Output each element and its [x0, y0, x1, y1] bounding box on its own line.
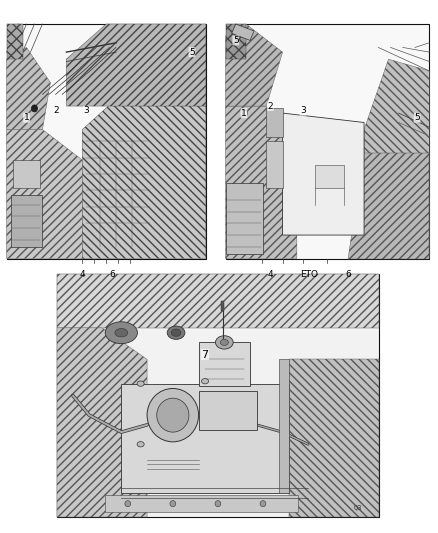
Polygon shape — [7, 130, 82, 259]
Text: 5: 5 — [189, 47, 195, 56]
Bar — [198, 391, 257, 430]
Bar — [57, 274, 379, 517]
Polygon shape — [364, 59, 429, 259]
Polygon shape — [82, 99, 206, 259]
Bar — [13, 160, 40, 188]
Text: 1: 1 — [241, 109, 247, 118]
Ellipse shape — [167, 326, 185, 340]
Text: 4: 4 — [79, 270, 85, 279]
Bar — [7, 24, 206, 259]
Ellipse shape — [32, 105, 38, 112]
Text: 2: 2 — [268, 102, 273, 110]
Text: 3: 3 — [83, 106, 89, 115]
Ellipse shape — [260, 500, 266, 507]
Polygon shape — [7, 47, 50, 130]
Bar — [226, 24, 429, 259]
Bar — [266, 141, 283, 188]
Ellipse shape — [170, 500, 176, 507]
Ellipse shape — [220, 340, 228, 345]
Text: 4: 4 — [268, 270, 273, 279]
Ellipse shape — [171, 329, 181, 336]
Bar — [105, 495, 298, 512]
Text: 1: 1 — [24, 114, 29, 122]
Ellipse shape — [147, 389, 198, 442]
Ellipse shape — [215, 336, 233, 349]
Polygon shape — [289, 359, 379, 517]
Polygon shape — [57, 328, 147, 517]
Polygon shape — [7, 24, 22, 59]
Polygon shape — [226, 24, 283, 106]
Polygon shape — [67, 24, 206, 106]
Text: Q3: Q3 — [354, 504, 362, 510]
Polygon shape — [283, 113, 364, 235]
Bar — [11, 195, 42, 247]
Bar — [226, 183, 263, 254]
Polygon shape — [57, 274, 379, 328]
Text: 5: 5 — [414, 114, 420, 122]
Bar — [315, 165, 344, 188]
Text: 2: 2 — [53, 106, 59, 115]
Text: 7: 7 — [201, 350, 208, 360]
Polygon shape — [348, 153, 429, 259]
Polygon shape — [226, 24, 246, 59]
Ellipse shape — [201, 378, 208, 384]
Bar — [198, 342, 250, 386]
Ellipse shape — [215, 500, 221, 507]
Ellipse shape — [157, 398, 189, 432]
Ellipse shape — [242, 110, 247, 116]
Text: 6: 6 — [345, 270, 351, 279]
Bar — [221, 301, 224, 311]
Bar — [266, 108, 283, 136]
Text: ETO: ETO — [300, 270, 318, 279]
Text: 6: 6 — [110, 270, 115, 279]
Ellipse shape — [125, 500, 131, 507]
Polygon shape — [232, 24, 254, 41]
Text: 3: 3 — [300, 106, 306, 115]
Ellipse shape — [137, 381, 144, 386]
Polygon shape — [121, 384, 289, 492]
Polygon shape — [226, 106, 297, 259]
Ellipse shape — [137, 441, 144, 447]
Bar — [279, 359, 289, 492]
Ellipse shape — [115, 328, 128, 337]
Text: 5: 5 — [233, 36, 239, 45]
Ellipse shape — [105, 322, 138, 344]
